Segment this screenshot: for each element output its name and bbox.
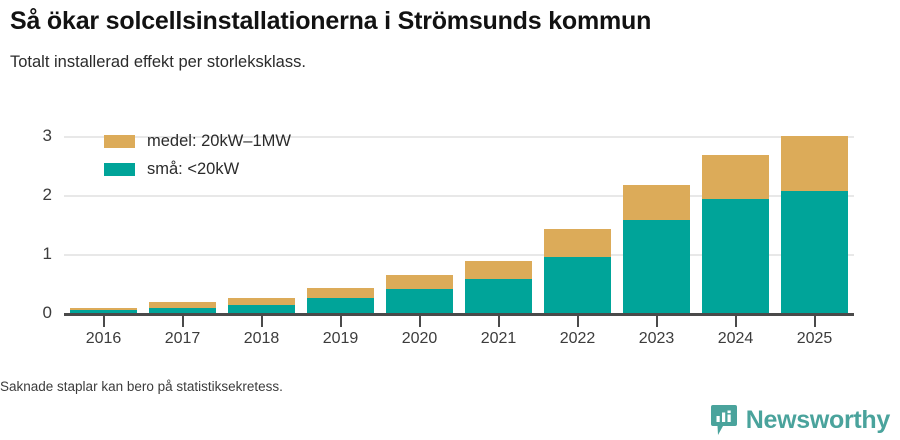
- bar-segment[interactable]: [385, 275, 454, 290]
- gridline: [64, 254, 854, 256]
- x-axis-tick-mark: [181, 316, 184, 327]
- x-axis-tick-mark: [497, 316, 500, 327]
- bar-segment[interactable]: [780, 191, 849, 313]
- footer-note: Saknade staplar kan bero på statistiksek…: [0, 379, 283, 394]
- y-axis-tick-label: 0: [42, 303, 52, 322]
- x-axis-tick-label: 2018: [243, 330, 280, 347]
- bar-segment[interactable]: [385, 289, 454, 313]
- bar-segment[interactable]: [227, 305, 296, 313]
- bar-segment[interactable]: [306, 288, 375, 299]
- x-axis-tick-label: 2023: [638, 330, 675, 347]
- x-axis-tick-mark: [576, 316, 579, 327]
- x-axis-tick-mark: [260, 316, 263, 327]
- page-subtitle: Totalt installerad effekt per storlekskl…: [10, 53, 306, 71]
- page-title: Så ökar solcellsinstallationerna i Ström…: [10, 7, 652, 35]
- y-axis-tick-label: 3: [42, 126, 52, 145]
- bar-group[interactable]: [227, 297, 296, 313]
- brand-name: Newsworthy: [745, 406, 891, 434]
- legend-label: medel: 20kW–1MW: [147, 132, 291, 150]
- bar-segment[interactable]: [464, 278, 533, 313]
- bar-segment[interactable]: [306, 298, 375, 313]
- x-axis-tick-label: 2019: [322, 330, 359, 347]
- chart-legend: medel: 20kW–1MW små: <20kW: [104, 129, 291, 185]
- x-axis-tick-mark: [418, 316, 421, 327]
- bars-layer: 2016 2017 2018 2019 2020 2021 2022 2023 2024 2025: [64, 118, 854, 358]
- bar-chart-bubble-icon: [710, 405, 737, 435]
- legend-item-medium[interactable]: medel: 20kW–1MW: [104, 129, 291, 153]
- y-axis-tick-label: 1: [42, 244, 52, 263]
- bar-segment[interactable]: [701, 154, 770, 200]
- x-axis-tick-label: 2016: [85, 330, 122, 347]
- bar-segment[interactable]: [464, 261, 533, 279]
- bar-segment[interactable]: [148, 301, 217, 309]
- bar-segment[interactable]: [69, 308, 138, 311]
- x-axis-tick-label: 2020: [401, 330, 438, 347]
- bar-segment[interactable]: [227, 297, 296, 306]
- bar-segment[interactable]: [543, 256, 612, 313]
- x-axis-tick-label: 2025: [796, 330, 833, 347]
- bar-segment[interactable]: [543, 229, 612, 257]
- legend-swatch-medium: [104, 134, 135, 148]
- bar-group[interactable]: [622, 184, 691, 313]
- legend-item-small[interactable]: små: <20kW: [104, 157, 291, 181]
- axis-baseline: [64, 313, 854, 316]
- x-axis-tick-label: 2017: [164, 330, 201, 347]
- x-axis-tick-label: 2024: [717, 330, 754, 347]
- bar-segment[interactable]: [622, 219, 691, 313]
- bar-segment[interactable]: [701, 199, 770, 313]
- bar-group[interactable]: [543, 229, 612, 313]
- bar-group[interactable]: [701, 154, 770, 313]
- bar-segment[interactable]: [622, 184, 691, 220]
- x-axis-tick-mark: [102, 316, 105, 327]
- x-axis-tick-mark: [813, 316, 816, 327]
- x-axis-tick-mark: [655, 316, 658, 327]
- legend-swatch-small: [104, 162, 135, 176]
- x-axis-tick-label: 2022: [559, 330, 596, 347]
- bar-group[interactable]: [306, 288, 375, 313]
- x-axis-tick-mark: [734, 316, 737, 327]
- bar-group[interactable]: [464, 261, 533, 313]
- bar-group[interactable]: [148, 301, 217, 313]
- gridline: [64, 136, 854, 138]
- y-axis-tick-label: 2: [42, 185, 52, 204]
- bar-group[interactable]: [780, 136, 849, 313]
- x-axis-tick-mark: [339, 316, 342, 327]
- grid-layer: 0 1 2 3: [0, 118, 900, 358]
- bar-group[interactable]: [385, 275, 454, 313]
- gridline: [64, 195, 854, 197]
- bar-group[interactable]: [69, 308, 138, 313]
- brand-logo: Newsworthy: [710, 405, 891, 435]
- bar-segment[interactable]: [69, 310, 138, 313]
- chart-plot-area: 0 1 2 3 2016 2017 2018 2019 2020 2021 2022 2023 202…: [0, 118, 900, 358]
- bar-segment[interactable]: [148, 308, 217, 313]
- bar-segment[interactable]: [780, 136, 849, 192]
- legend-label: små: <20kW: [147, 160, 240, 178]
- x-axis-tick-label: 2021: [480, 330, 517, 347]
